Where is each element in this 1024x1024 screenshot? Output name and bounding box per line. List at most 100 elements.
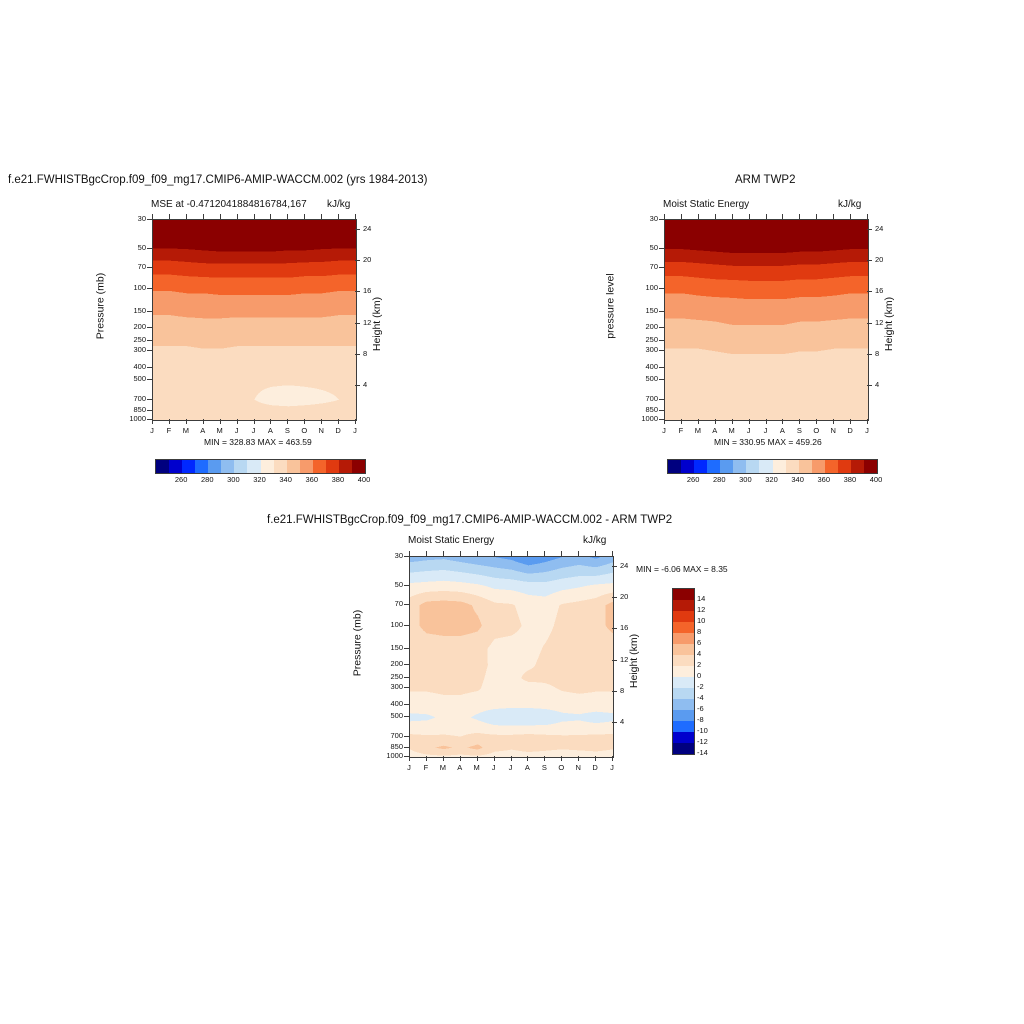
colorbar-swatch[interactable] [673, 644, 694, 655]
obs-contour-plot[interactable] [664, 219, 869, 421]
height-tick [355, 229, 360, 230]
pressure-tick [659, 350, 664, 351]
colorbar-swatch[interactable] [673, 622, 694, 633]
pressure-tick [404, 687, 409, 688]
colorbar-swatch[interactable] [759, 460, 773, 473]
month-tick-label: F [678, 426, 684, 435]
month-tick [443, 756, 444, 761]
colorbar-swatch[interactable] [694, 460, 708, 473]
colorbar-label: 320 [765, 475, 778, 484]
colorbar-swatch[interactable] [746, 460, 760, 473]
colorbar-swatch[interactable] [351, 460, 365, 473]
colorbar-label: -2 [697, 682, 704, 691]
colorbar-swatch[interactable] [673, 666, 694, 677]
pressure-tick-label: 200 [645, 322, 658, 332]
month-tick [561, 756, 562, 761]
colorbar-swatch[interactable] [156, 460, 170, 473]
month-tick-label: A [457, 763, 463, 772]
height-tick-label: 24 [620, 561, 629, 571]
colorbar-swatch[interactable] [673, 611, 694, 622]
colorbar-swatch[interactable] [668, 460, 682, 473]
pressure-tick-label: 50 [649, 243, 658, 253]
height-tick-label: 16 [875, 286, 884, 296]
colorbar-swatch[interactable] [182, 460, 196, 473]
colorbar-swatch[interactable] [733, 460, 747, 473]
diff-contour-plot[interactable] [409, 556, 614, 758]
colorbar-swatch[interactable] [707, 460, 721, 473]
colorbar-swatch[interactable] [195, 460, 209, 473]
pressure-tick-label: 150 [390, 642, 403, 652]
month-tick [799, 419, 800, 424]
colorbar-swatch[interactable] [312, 460, 326, 473]
pressure-tick [147, 340, 152, 341]
pressure-tick [404, 604, 409, 605]
colorbar-swatch[interactable] [785, 460, 799, 473]
colorbar-swatch[interactable] [772, 460, 786, 473]
month-tick-top [443, 551, 444, 556]
pressure-tick-label: 1000 [641, 414, 658, 423]
model-ylabel-pressure: Pressure (mb) [94, 272, 107, 340]
colorbar-swatch[interactable] [338, 460, 352, 473]
diff-colorbar[interactable] [672, 588, 695, 755]
pressure-tick-label: 70 [137, 262, 146, 272]
colorbar-swatch[interactable] [673, 677, 694, 688]
colorbar-label: 260 [174, 475, 188, 484]
colorbar-swatch[interactable] [673, 710, 694, 721]
height-tick [867, 291, 872, 292]
month-tick-top [511, 551, 512, 556]
colorbar-label: 10 [697, 616, 706, 625]
colorbar-swatch[interactable] [720, 460, 734, 473]
obs-colorbar[interactable] [667, 459, 878, 474]
pressure-tick-label: 1000 [386, 751, 403, 760]
model-contour-plot[interactable] [152, 219, 357, 421]
colorbar-label: -8 [697, 715, 704, 724]
month-tick-top [169, 214, 170, 219]
colorbar-label: 260 [686, 475, 700, 484]
month-tick-label: M [439, 763, 446, 772]
colorbar-swatch[interactable] [673, 732, 694, 743]
pressure-tick-label: 700 [645, 393, 658, 403]
colorbar-swatch[interactable] [247, 460, 261, 473]
colorbar-swatch[interactable] [673, 699, 694, 710]
colorbar-swatch[interactable] [673, 721, 694, 732]
colorbar-swatch[interactable] [824, 460, 838, 473]
month-tick-label: J [662, 426, 666, 435]
colorbar-swatch[interactable] [234, 460, 248, 473]
month-tick [527, 756, 528, 761]
colorbar-swatch[interactable] [208, 460, 222, 473]
colorbar-swatch[interactable] [850, 460, 864, 473]
colorbar-swatch[interactable] [673, 655, 694, 666]
colorbar-swatch[interactable] [260, 460, 274, 473]
pressure-tick-label: 500 [645, 374, 658, 384]
colorbar-swatch[interactable] [169, 460, 183, 473]
colorbar-label: 2 [697, 660, 702, 669]
month-tick-label: J [610, 763, 614, 772]
colorbar-swatch[interactable] [273, 460, 287, 473]
colorbar-swatch[interactable] [299, 460, 313, 473]
colorbar-swatch[interactable] [811, 460, 825, 473]
pressure-tick-label: 500 [390, 711, 403, 721]
month-tick [612, 756, 613, 761]
month-tick-label: M [182, 426, 189, 435]
month-tick [321, 419, 322, 424]
colorbar-swatch[interactable] [286, 460, 300, 473]
colorbar-swatch[interactable] [325, 460, 339, 473]
colorbar-label: 380 [331, 475, 345, 484]
height-tick [612, 722, 617, 723]
colorbar-swatch[interactable] [673, 633, 694, 644]
colorbar-swatch[interactable] [673, 743, 694, 754]
colorbar-swatch[interactable] [673, 589, 694, 600]
colorbar-swatch[interactable] [681, 460, 695, 473]
colorbar-swatch[interactable] [863, 460, 877, 473]
obs-minmax: MIN = 330.95 MAX = 459.26 [714, 437, 822, 447]
colorbar-swatch[interactable] [837, 460, 851, 473]
colorbar-swatch[interactable] [673, 600, 694, 611]
height-tick [355, 291, 360, 292]
colorbar-swatch[interactable] [798, 460, 812, 473]
month-tick-top [186, 214, 187, 219]
colorbar-swatch[interactable] [221, 460, 235, 473]
colorbar-swatch[interactable] [673, 688, 694, 699]
colorbar-label: 14 [697, 594, 706, 603]
height-tick-label: 4 [363, 379, 368, 389]
model-colorbar[interactable] [155, 459, 366, 474]
